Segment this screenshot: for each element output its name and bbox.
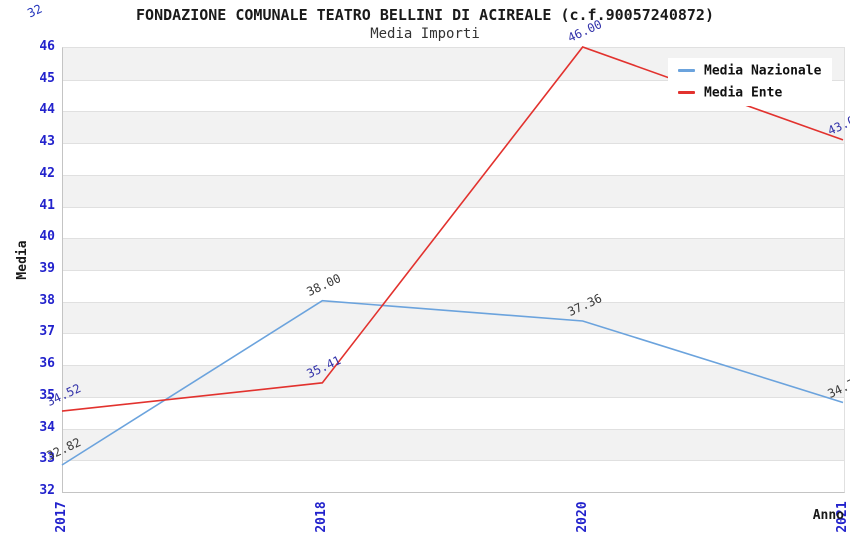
chart-title: FONDAZIONE COMUNALE TEATRO BELLINI DI AC…	[136, 6, 714, 24]
y-tick-label: 46	[39, 39, 55, 54]
grid-line	[63, 301, 844, 303]
y-tick-label: 43	[39, 134, 55, 150]
grid-line	[63, 270, 844, 271]
y-tick-label: 34	[39, 419, 55, 435]
x-tick-label: 2018	[314, 501, 330, 533]
grid-line	[63, 460, 844, 462]
grid-band	[63, 301, 844, 334]
x-tick-label: 2020	[574, 501, 590, 533]
grid-band	[63, 111, 844, 144]
grid-line	[63, 333, 844, 335]
y-axis-title: Media	[15, 240, 30, 280]
y-tick-label: 42	[39, 165, 55, 181]
x-axis-title: Anno	[812, 508, 844, 523]
y-tick-label: 32	[39, 483, 55, 498]
legend-item-media-nazionale: Media Nazionale	[668, 60, 832, 82]
grid-band	[63, 365, 844, 397]
legend-label: Media Nazionale	[704, 63, 822, 79]
grid-line	[63, 396, 844, 398]
y-tick-label: 41	[39, 197, 55, 213]
plot-area	[62, 47, 845, 493]
legend-line-swatch-blue	[678, 69, 695, 72]
y-tick-label: 39	[39, 261, 55, 276]
chart-subtitle: Media Importi	[370, 26, 480, 42]
grid-band	[63, 174, 844, 207]
y-tick-label: 33	[39, 451, 55, 467]
y-tick-label: 36	[39, 356, 55, 372]
y-tick-label: 44	[39, 102, 55, 118]
y-tick-label: 38	[39, 292, 55, 308]
x-tick-label: 2017	[54, 501, 69, 533]
legend-item-media-ente: Media Ente	[668, 82, 832, 104]
y-tick-label: 35	[39, 387, 55, 403]
legend-label: Media Ente	[704, 85, 783, 101]
grid-line	[63, 365, 844, 367]
grid-line	[63, 111, 844, 113]
y-tick-label: 37	[39, 324, 55, 340]
legend: Media Nazionale Media Ente	[668, 58, 832, 106]
grid-line	[63, 428, 844, 430]
grid-line	[63, 174, 844, 176]
grid-band	[63, 428, 844, 461]
y-tick-label: 45	[39, 70, 55, 86]
grid-line	[63, 143, 844, 145]
grid-line	[63, 206, 844, 208]
grid-line	[63, 238, 844, 240]
grid-band	[63, 238, 844, 270]
y-tick-label: 40	[39, 229, 55, 245]
legend-line-swatch-red	[678, 91, 695, 94]
